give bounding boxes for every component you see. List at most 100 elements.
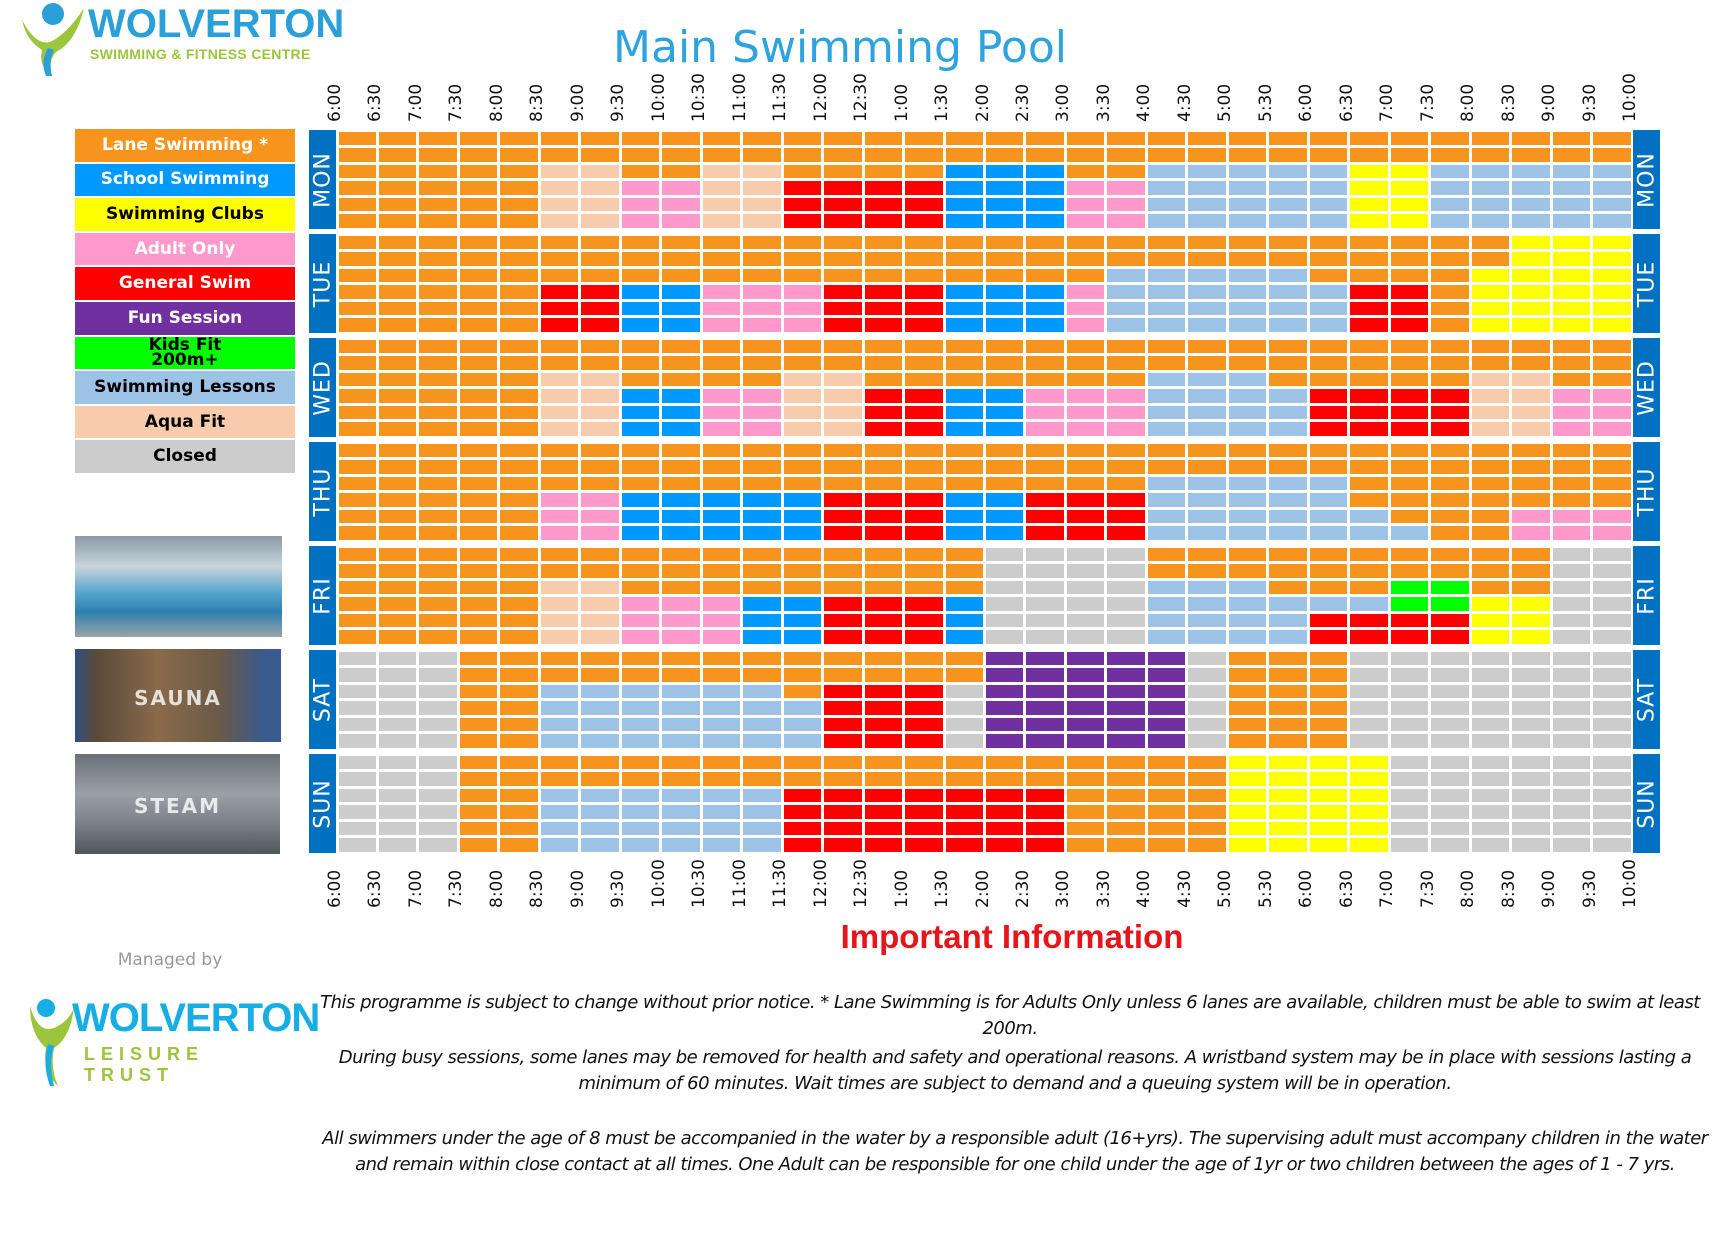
session-cell-sun-lane2-L — [1107, 772, 1145, 786]
session-cell-fri-lane4-P — [621, 597, 660, 611]
session-cell-sat-lane4-C — [1188, 701, 1226, 715]
session-cell-sat-lane4-C — [1471, 701, 1510, 715]
session-cell-wed-lane5-L — [500, 405, 538, 419]
session-cell-thu-lane1-L — [783, 443, 822, 457]
session-cell-thu-lane6-S — [621, 526, 660, 540]
session-cell-wed-lane6-W — [1188, 422, 1226, 436]
session-cell-fri-lane5-G — [1350, 613, 1388, 627]
session-cell-tue-lane2-L — [1228, 252, 1267, 266]
time-label-bottom: 6:00 — [325, 858, 347, 908]
session-cell-thu-lane1-L — [743, 443, 781, 457]
time-label-text: 10:00 — [648, 73, 669, 122]
session-cell-sun-lane5-G — [824, 821, 862, 835]
session-cell-wed-lane3-L — [338, 372, 376, 386]
session-cell-sun-lane2-L — [905, 772, 943, 786]
time-label-bottom: 5:30 — [1256, 858, 1278, 908]
session-cell-mon-lane2-L — [1026, 148, 1064, 162]
session-cell-sun-lane3-C — [1593, 788, 1631, 802]
time-label-text: 8:30 — [527, 869, 548, 908]
session-cell-wed-lane4-G — [1431, 389, 1469, 403]
session-cell-thu-lane5-P — [1512, 509, 1550, 523]
time-label-text: 3:30 — [1093, 869, 1114, 908]
session-cell-mon-lane2-L — [662, 148, 700, 162]
session-cell-sat-lane2-L — [540, 668, 579, 682]
session-cell-sun-lane2-L — [1026, 772, 1064, 786]
session-cell-mon-lane5-P — [662, 197, 700, 211]
time-label-top: 9:00 — [1539, 72, 1561, 122]
session-cell-sat-lane6-C — [1350, 734, 1388, 748]
session-cell-thu-lane2-L — [824, 460, 862, 474]
time-label-top: 8:00 — [487, 72, 509, 122]
session-cell-fri-lane3-L — [459, 580, 498, 594]
session-cell-wed-lane2-L — [540, 356, 579, 370]
session-cell-fri-lane5-P — [702, 613, 741, 627]
session-cell-thu-lane3-L — [864, 476, 903, 490]
session-cell-mon-lane6-P — [1107, 214, 1145, 228]
session-cell-sat-lane1-L — [540, 651, 579, 665]
session-cell-sun-lane6-G — [986, 838, 1024, 852]
session-cell-sat-lane3-C — [1431, 684, 1469, 698]
session-cell-sun-lane4-L — [459, 805, 498, 819]
session-cell-thu-lane3-L — [1390, 476, 1429, 490]
session-cell-fri-lane1-C — [1593, 547, 1631, 561]
session-cell-fri-lane4-W — [1269, 597, 1307, 611]
session-cell-fri-lane6-A — [581, 630, 619, 644]
session-cell-sat-lane6-F — [1066, 734, 1105, 748]
session-cell-wed-lane4-P — [702, 389, 741, 403]
session-cell-wed-lane1-L — [1390, 339, 1429, 353]
session-cell-thu-lane2-L — [621, 460, 660, 474]
session-cell-thu-lane2-L — [1471, 460, 1510, 474]
session-cell-sat-lane1-L — [864, 651, 903, 665]
time-label-bottom: 12:30 — [851, 858, 873, 908]
session-cell-mon-lane4-L — [500, 181, 538, 195]
time-label-text: 8:30 — [527, 83, 548, 122]
session-cell-fri-lane5-Y — [1512, 613, 1550, 627]
session-cell-tue-lane3-L — [905, 268, 943, 282]
session-cell-sat-lane2-L — [459, 668, 498, 682]
session-cell-fri-lane5-L — [459, 613, 498, 627]
session-cell-tue-lane1-L — [702, 235, 741, 249]
session-cell-thu-lane2-L — [1269, 460, 1307, 474]
session-cell-mon-lane1-L — [1512, 131, 1550, 145]
day-label-text: WED — [1634, 359, 1659, 416]
time-label-bottom: 10:00 — [649, 858, 671, 908]
session-cell-wed-lane5-A — [824, 405, 862, 419]
session-cell-sat-lane1-L — [824, 651, 862, 665]
session-cell-tue-lane5-L — [378, 301, 417, 315]
session-cell-sat-lane5-C — [1188, 717, 1226, 731]
session-cell-fri-lane5-L — [378, 613, 417, 627]
session-cell-thu-lane2-L — [1188, 460, 1226, 474]
session-cell-thu-lane6-W — [1188, 526, 1226, 540]
session-cell-tue-lane1-Y — [1552, 235, 1591, 249]
session-cell-tue-lane2-L — [945, 252, 983, 266]
session-cell-sun-lane5-Y — [1309, 821, 1348, 835]
session-cell-sun-lane2-L — [783, 772, 822, 786]
session-cell-sun-lane5-G — [1026, 821, 1064, 835]
session-cell-sun-lane5-L — [500, 821, 538, 835]
session-cell-thu-lane1-L — [662, 443, 700, 457]
logo-subtitle: SWIMMING & FITNESS CENTRE — [90, 46, 311, 62]
session-cell-sun-lane6-L — [1107, 838, 1145, 852]
session-cell-fri-lane2-L — [1390, 564, 1429, 578]
session-cell-tue-lane4-W — [1147, 285, 1186, 299]
session-cell-sun-lane4-W — [662, 805, 700, 819]
session-cell-wed-lane2-L — [702, 356, 741, 370]
time-label-bottom: 4:30 — [1175, 858, 1197, 908]
session-cell-thu-lane5-P — [581, 509, 619, 523]
time-label-bottom: 9:00 — [1539, 858, 1561, 908]
session-cell-tue-lane1-L — [1350, 235, 1388, 249]
session-cell-thu-lane3-L — [986, 476, 1024, 490]
time-label-text: 6:00 — [325, 869, 345, 908]
session-cell-fri-lane1-L — [1350, 547, 1388, 561]
session-cell-mon-lane1-L — [824, 131, 862, 145]
time-label-top: 9:30 — [1580, 72, 1602, 122]
time-label-text: 11:30 — [770, 73, 791, 122]
day-label-right-mon: MON — [1633, 130, 1660, 229]
session-cell-tue-lane4-Y — [1512, 285, 1550, 299]
time-label-bottom: 2:00 — [973, 858, 995, 908]
session-cell-sat-lane3-W — [540, 684, 579, 698]
wolverton-swimming-logo: WOLVERTON SWIMMING & FITNESS CENTRE — [18, 0, 358, 80]
session-cell-tue-lane1-L — [500, 235, 538, 249]
session-cell-sun-lane5-W — [662, 821, 700, 835]
session-cell-sat-lane6-L — [500, 734, 538, 748]
